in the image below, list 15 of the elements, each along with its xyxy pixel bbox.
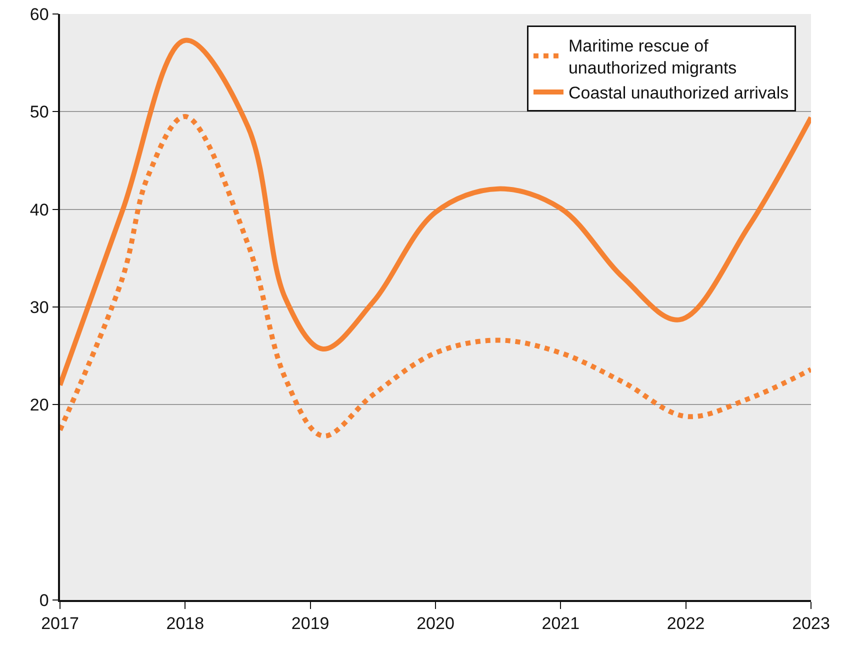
- y-tick-label: 20: [30, 396, 49, 415]
- x-tick-label: 2017: [41, 614, 79, 634]
- x-tick-label: 2018: [166, 614, 204, 634]
- x-tick-label: 2020: [416, 614, 454, 634]
- y-tick-label: 40: [30, 200, 49, 220]
- y-tick-label: 60: [30, 4, 49, 24]
- y-tick-label: 30: [30, 298, 49, 317]
- x-tick-label: 2021: [542, 614, 580, 634]
- legend-label: Coastal unauthorized arrivals: [568, 84, 789, 103]
- legend-label: Maritime rescue of unauthorized migrants: [568, 36, 737, 78]
- x-tick-label: 2023: [792, 614, 830, 634]
- y-tick-label: 50: [30, 102, 49, 122]
- x-tick-label: 2019: [291, 614, 330, 634]
- x-tick-label: 2022: [666, 614, 705, 634]
- y-tick-label: 0: [39, 590, 49, 610]
